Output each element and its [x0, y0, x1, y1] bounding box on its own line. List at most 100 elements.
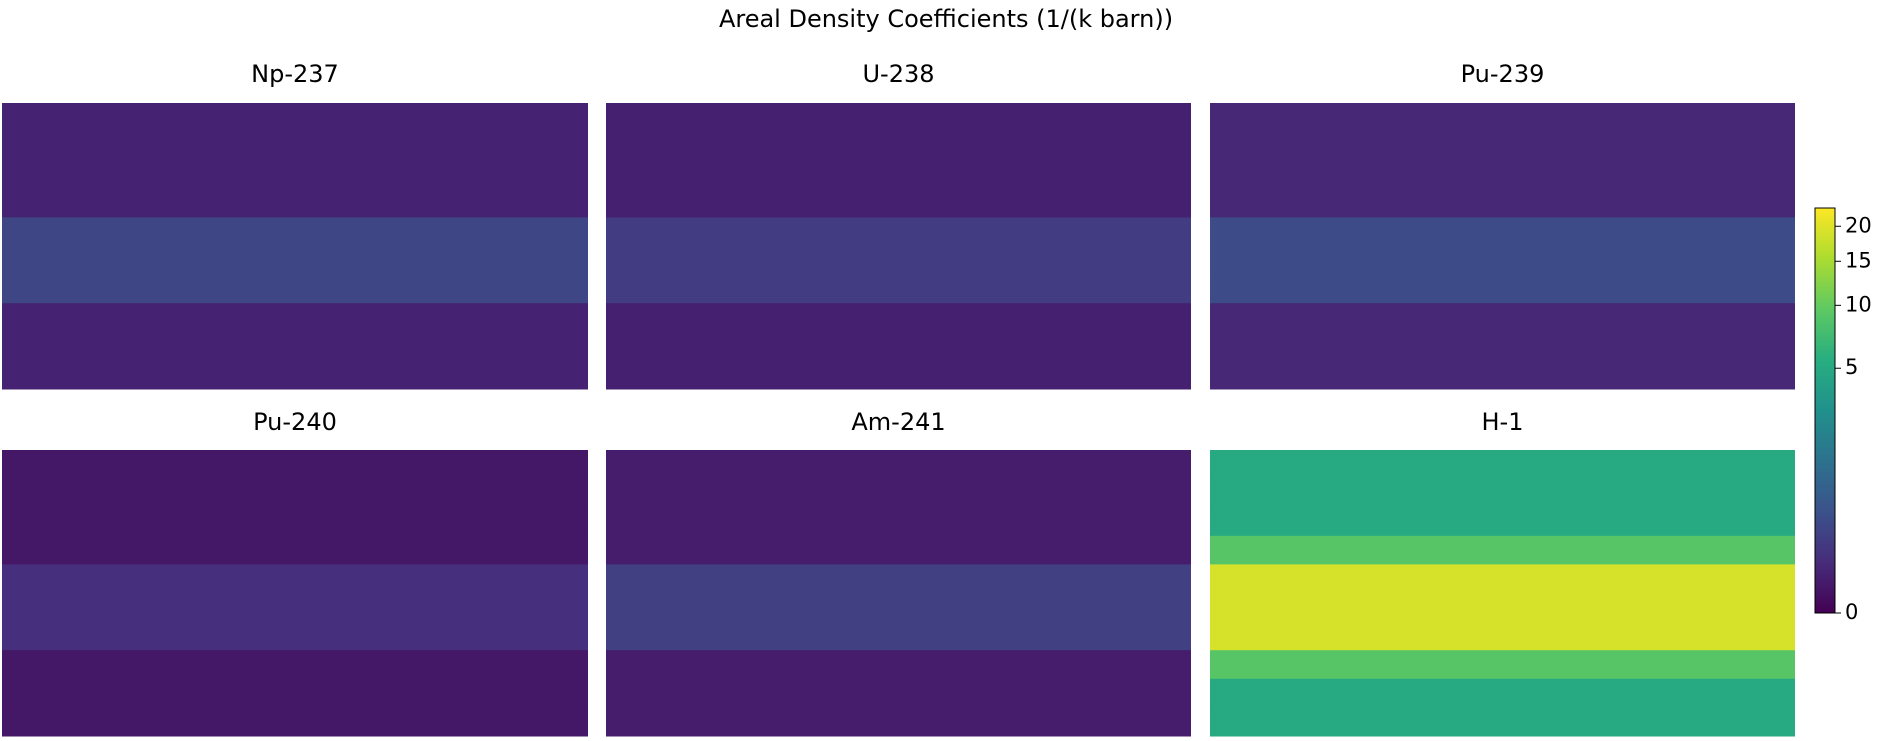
colorbar-swatch [1815, 564, 1835, 567]
colorbar-swatch [1815, 426, 1835, 430]
colorbar-swatch [1815, 317, 1835, 320]
colorbar-swatch [1815, 501, 1835, 505]
colorbar-swatch [1815, 357, 1835, 361]
colorbar-swatch [1815, 586, 1835, 590]
colorbar-swatch [1815, 554, 1835, 557]
colorbar-swatch [1815, 365, 1835, 369]
colorbar-swatch [1815, 489, 1835, 492]
colorbar-swatch [1815, 406, 1835, 409]
colorbar-swatch [1815, 576, 1835, 580]
colorbar-swatch [1815, 412, 1835, 416]
colorbar-swatch [1815, 485, 1835, 488]
colorbar-tick-label: 15 [1845, 248, 1872, 272]
heatmap-row [1210, 274, 1795, 304]
heatmap-row [606, 131, 1191, 161]
colorbar-swatch [1815, 428, 1835, 432]
colorbar-swatch [1815, 507, 1835, 511]
colorbar-swatch [1815, 351, 1835, 355]
panel-title: Pu-239 [1461, 60, 1545, 88]
colorbar-swatch [1815, 376, 1835, 379]
heatmap-row [606, 303, 1191, 333]
colorbar-swatch [1815, 262, 1835, 266]
panel-title: Pu-240 [253, 408, 337, 436]
colorbar-swatch [1815, 566, 1835, 569]
colorbar-swatch [1815, 382, 1835, 385]
colorbar-swatch [1815, 260, 1835, 264]
colorbar-swatch [1815, 234, 1835, 237]
heatmap-row [1210, 217, 1795, 247]
panel-title: U-238 [862, 60, 934, 88]
colorbar-swatch [1815, 226, 1835, 229]
colorbar-swatch [1815, 594, 1835, 598]
heatmap-row [2, 678, 588, 708]
heatmap-row [1210, 535, 1795, 565]
heatmap-row [606, 160, 1191, 190]
colorbar-swatch [1815, 525, 1835, 529]
heatmap-row [2, 478, 588, 508]
colorbar-swatch [1815, 568, 1835, 571]
colorbar-swatch [1815, 252, 1835, 256]
colorbar-swatch [1815, 505, 1835, 509]
colorbar-swatch [1815, 268, 1835, 272]
colorbar-tick-label: 10 [1845, 292, 1872, 316]
colorbar-swatch [1815, 432, 1835, 436]
colorbar-swatch [1815, 532, 1835, 535]
colorbar-swatch [1815, 459, 1835, 462]
colorbar-swatch [1815, 455, 1835, 458]
colorbar-swatch [1815, 349, 1835, 353]
colorbar-swatch [1815, 242, 1835, 245]
colorbar-swatch [1815, 534, 1835, 537]
heatmap-row [606, 707, 1191, 737]
colorbar-swatch [1815, 331, 1835, 335]
colorbar-swatch [1815, 422, 1835, 426]
colorbar-swatch [1815, 517, 1835, 521]
colorbar-swatch [1815, 394, 1835, 397]
colorbar-swatch [1815, 499, 1835, 503]
colorbar-swatch [1815, 453, 1835, 456]
colorbar-swatch [1815, 477, 1835, 480]
heatmap-row [2, 331, 588, 361]
colorbar-swatch [1815, 343, 1835, 347]
colorbar-swatch [1815, 509, 1835, 513]
colorbar-swatch [1815, 604, 1835, 608]
colorbar-swatch [1815, 448, 1835, 452]
heatmap-row [2, 360, 588, 390]
heatmap-row [1210, 188, 1795, 218]
colorbar-swatch [1815, 562, 1835, 565]
colorbar-swatch [1815, 222, 1835, 225]
colorbar-swatch [1815, 465, 1835, 468]
colorbar-swatch [1815, 208, 1835, 211]
heatmap-row [606, 507, 1191, 537]
heatmap-row [1210, 160, 1795, 190]
colorbar-swatch [1815, 329, 1835, 333]
colorbar-swatch [1815, 244, 1835, 247]
colorbar-swatch [1815, 546, 1835, 549]
colorbar-swatch [1815, 519, 1835, 523]
heatmap-row [1210, 103, 1795, 133]
colorbar-swatch [1815, 321, 1835, 324]
panel-title: H-1 [1482, 408, 1524, 436]
colorbar-swatch [1815, 497, 1835, 501]
colorbar-swatch [1815, 398, 1835, 401]
colorbar-swatch [1815, 469, 1835, 472]
colorbar-swatch [1815, 446, 1835, 450]
heatmap-row [2, 274, 588, 304]
colorbar-swatch [1815, 402, 1835, 405]
colorbar-swatch [1815, 410, 1835, 414]
heatmap-row [1210, 303, 1795, 333]
colorbar-swatch [1815, 493, 1835, 497]
colorbar-swatch [1815, 404, 1835, 407]
colorbar-swatch [1815, 232, 1835, 235]
heatmap-row [1210, 621, 1795, 651]
colorbar-frame [1814, 207, 1836, 614]
colorbar-swatch [1815, 463, 1835, 466]
colorbar-swatch [1815, 319, 1835, 322]
heatmap-row [606, 331, 1191, 361]
colorbar-swatch [1815, 420, 1835, 424]
colorbar-swatch [1815, 521, 1835, 525]
colorbar-swatch [1815, 384, 1835, 387]
heatmap-row [606, 650, 1191, 680]
colorbar-swatch [1815, 386, 1835, 389]
colorbar-swatch [1815, 295, 1835, 298]
